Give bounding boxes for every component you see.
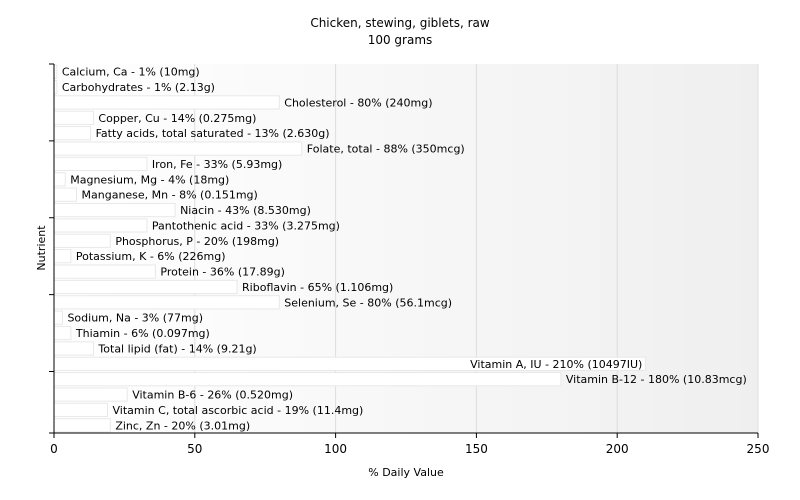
bar-label: Selenium, Se - 80% (56.1mcg) [284, 296, 452, 309]
x-axis-label: % Daily Value [368, 466, 444, 479]
bar-label: Vitamin A, IU - 210% (10497IU) [470, 358, 642, 371]
bar [53, 126, 92, 141]
bar-label: Manganese, Mn - 8% (0.151mg) [82, 189, 258, 202]
bar [53, 172, 66, 187]
bar [53, 187, 78, 202]
bar [53, 295, 280, 310]
x-tick-label: 250 [747, 442, 770, 456]
bar [53, 387, 128, 402]
chart-subtitle: 100 grams [368, 33, 433, 47]
bar [53, 218, 148, 233]
bar-label: Carbohydrates - 1% (2.13g) [62, 81, 215, 94]
bar-label: Folate, total - 88% (350mcg) [307, 143, 465, 156]
bar [53, 141, 303, 156]
bar [53, 418, 111, 433]
bar-label: Thiamin - 6% (0.097mg) [75, 327, 210, 340]
bar [53, 264, 156, 279]
bar-label: Cholesterol - 80% (240mg) [284, 96, 432, 109]
bar-label: Copper, Cu - 14% (0.275mg) [98, 112, 256, 125]
bar-label: Niacin - 43% (8.530mg) [180, 204, 311, 217]
bar [53, 325, 72, 341]
bar [53, 310, 63, 325]
bar-label: Phosphorus, P - 20% (198mg) [115, 235, 279, 248]
x-tick-label: 100 [324, 442, 347, 456]
bar-label: Potassium, K - 6% (226mg) [76, 250, 226, 263]
x-ticks: 0 50 100 150 200 250 [50, 433, 769, 456]
bar-label: Iron, Fe - 33% (5.93mg) [152, 158, 282, 171]
bar [53, 110, 94, 125]
bar-label: Vitamin C, total ascorbic acid - 19% (11… [113, 404, 364, 417]
bar [53, 202, 176, 218]
bar-label: Zinc, Zn - 20% (3.01mg) [115, 419, 250, 432]
bar [53, 372, 562, 387]
y-axis-label: Nutrient [35, 225, 48, 271]
bar [53, 402, 109, 418]
gridlines [194, 64, 759, 433]
bar [53, 233, 111, 248]
axes-group [49, 63, 758, 434]
bar [53, 249, 72, 264]
bar-label: Vitamin B-12 - 180% (10.83mcg) [566, 373, 747, 386]
bar-label: Riboflavin - 65% (1.106mg) [242, 281, 393, 294]
x-tick-label: 150 [465, 442, 488, 456]
bar [53, 279, 238, 295]
bar [53, 341, 94, 356]
x-tick-label: 200 [606, 442, 629, 456]
x-tick-label: 50 [187, 442, 202, 456]
bar-label: Pantothenic acid - 33% (3.275mg) [152, 219, 340, 232]
bar-label: Calcium, Ca - 1% (10mg) [62, 66, 200, 79]
bar-label: Sodium, Na - 3% (77mg) [67, 312, 203, 325]
bar-label: Protein - 36% (17.89g) [160, 266, 285, 279]
bar-label: Fatty acids, total saturated - 13% (2.63… [96, 127, 330, 140]
chart-title: Chicken, stewing, giblets, raw [310, 16, 490, 30]
bar-label: Total lipid (fat) - 14% (9.21g) [97, 342, 256, 355]
x-tick-label: 0 [50, 442, 58, 456]
bar [53, 156, 148, 172]
bars-group: Calcium, Ca - 1% (10mg) Carbohydrates - 1… [53, 64, 747, 433]
bar-label: Vitamin B-6 - 26% (0.520mg) [132, 389, 293, 402]
plot-area [54, 64, 758, 433]
bar [53, 95, 280, 110]
bar-label: Magnesium, Mg - 4% (18mg) [70, 173, 229, 186]
